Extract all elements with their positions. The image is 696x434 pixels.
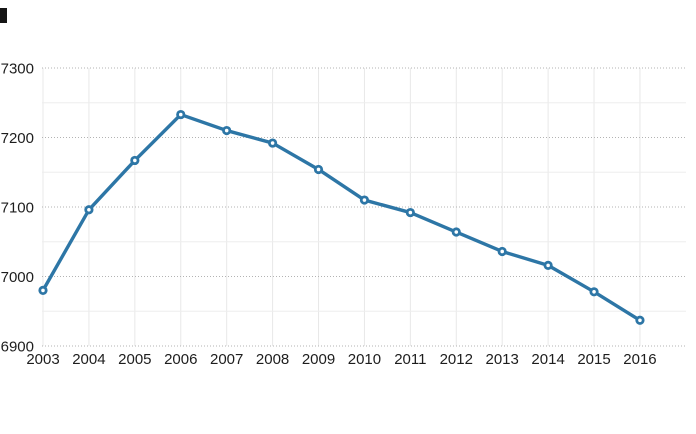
y-axis-tick-label: 7000 bbox=[1, 269, 34, 286]
data-point-marker bbox=[222, 125, 232, 136]
x-axis-tick-label: 2013 bbox=[486, 351, 519, 368]
data-point-marker bbox=[359, 195, 370, 205]
x-axis-tick-label: 2015 bbox=[577, 351, 610, 368]
cropped-glyph-artifact bbox=[0, 8, 7, 23]
y-axis-tick-label: 7300 bbox=[1, 60, 34, 77]
x-axis-tick-label: 2009 bbox=[302, 351, 335, 368]
data-point-marker bbox=[589, 287, 599, 297]
y-axis-tick-label: 7200 bbox=[1, 130, 34, 147]
data-point-marker bbox=[635, 315, 645, 325]
y-axis-tick-label: 6900 bbox=[1, 338, 34, 355]
data-point-marker bbox=[84, 205, 94, 215]
data-point-marker bbox=[543, 260, 553, 270]
x-axis-tick-label: 2008 bbox=[256, 351, 289, 368]
x-axis-tick-label: 2012 bbox=[440, 351, 473, 368]
x-axis-tick-label: 2011 bbox=[394, 351, 426, 368]
data-point-marker bbox=[176, 109, 186, 120]
x-axis-tick-label: 2007 bbox=[210, 351, 243, 368]
x-axis-tick-label: 2003 bbox=[26, 351, 59, 368]
x-axis-tick-label: 2010 bbox=[348, 351, 381, 368]
x-axis-tick-label: 2005 bbox=[118, 351, 151, 368]
x-axis-tick-label: 2006 bbox=[164, 351, 197, 368]
data-point-marker bbox=[267, 138, 278, 148]
x-axis-tick-label: 2004 bbox=[72, 351, 105, 368]
x-axis-tick-label: 2016 bbox=[623, 351, 656, 368]
data-point-marker bbox=[451, 227, 461, 237]
x-axis-tick-label: 2014 bbox=[531, 351, 564, 368]
y-axis-tick-label: 7100 bbox=[1, 199, 34, 216]
data-point-marker bbox=[38, 285, 48, 295]
data-point-marker bbox=[405, 207, 415, 218]
data-point-marker bbox=[313, 164, 324, 175]
data-point-marker bbox=[497, 246, 507, 257]
data-line bbox=[41, 112, 642, 322]
data-point-marker bbox=[130, 155, 140, 166]
